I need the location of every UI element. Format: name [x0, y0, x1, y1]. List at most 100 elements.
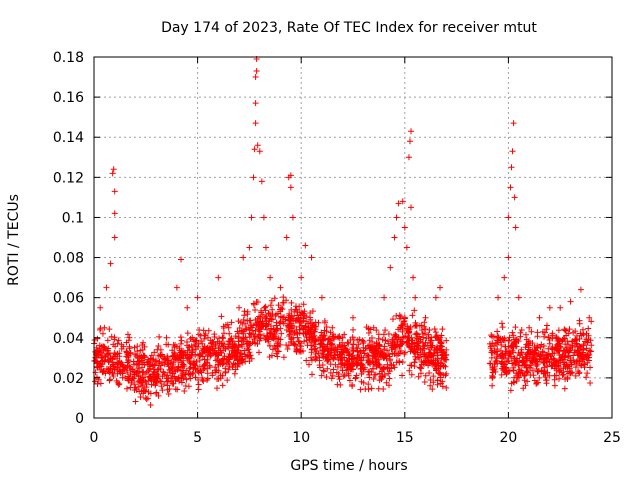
data-point	[493, 348, 500, 355]
data-point	[556, 347, 563, 354]
data-point	[111, 188, 118, 195]
data-point	[386, 357, 393, 364]
data-point	[277, 306, 284, 313]
data-point	[355, 341, 362, 348]
data-point	[324, 356, 331, 363]
data-point	[207, 364, 214, 371]
data-point	[345, 340, 352, 347]
data-point	[195, 386, 202, 393]
data-point	[564, 375, 571, 382]
data-point	[534, 361, 541, 368]
data-point	[507, 344, 514, 351]
data-point	[406, 367, 413, 374]
data-point	[439, 326, 446, 333]
data-point	[434, 352, 441, 359]
data-point	[583, 330, 590, 337]
data-point	[275, 302, 282, 309]
data-point	[521, 373, 528, 380]
data-point	[511, 339, 518, 346]
data-point	[431, 325, 438, 332]
data-point	[327, 369, 334, 376]
data-point	[317, 337, 324, 344]
data-point	[433, 362, 440, 369]
data-point	[563, 361, 570, 368]
data-point	[405, 330, 412, 337]
data-point	[267, 302, 274, 309]
data-point	[557, 367, 564, 374]
data-point	[516, 358, 523, 365]
data-point	[308, 357, 315, 364]
data-point	[275, 348, 282, 355]
data-point	[344, 339, 351, 346]
data-point	[350, 326, 357, 333]
data-point	[548, 345, 555, 352]
data-point	[391, 351, 398, 358]
data-point	[319, 353, 326, 360]
data-point	[421, 323, 428, 330]
y-axis-ticks: 0 0.02 0.04 0.06 0.08 0.1 0.12 0.14 0.16 0.18	[53, 50, 612, 427]
data-point	[418, 365, 425, 372]
data-point	[257, 331, 264, 338]
data-point	[409, 312, 416, 319]
data-point	[268, 297, 275, 304]
data-point	[369, 355, 376, 362]
data-point	[428, 360, 435, 367]
data-point	[186, 371, 193, 378]
data-point	[164, 372, 171, 379]
data-point	[549, 330, 556, 337]
data-point	[226, 338, 233, 345]
data-point	[157, 346, 164, 353]
data-point	[101, 324, 108, 331]
data-point	[108, 333, 115, 340]
data-point	[161, 355, 168, 362]
data-point	[439, 351, 446, 358]
data-point	[543, 355, 550, 362]
data-point	[316, 362, 323, 369]
data-point	[564, 362, 571, 369]
data-point	[141, 361, 148, 368]
data-point	[181, 387, 188, 394]
data-point	[430, 350, 437, 357]
data-point	[557, 344, 564, 351]
chart-title: Day 174 of 2023, Rate Of TEC Index for r…	[161, 20, 537, 36]
data-point	[561, 385, 568, 392]
data-point	[192, 366, 199, 373]
data-point	[280, 354, 287, 361]
data-point	[541, 329, 548, 336]
data-point	[534, 333, 541, 340]
data-point	[158, 378, 165, 385]
data-point	[561, 335, 568, 342]
data-point	[412, 353, 419, 360]
data-point	[587, 380, 594, 386]
data-point	[515, 338, 522, 345]
data-point	[263, 332, 270, 339]
data-point	[301, 338, 308, 345]
data-point	[132, 398, 139, 405]
data-point	[318, 294, 325, 301]
data-point	[225, 324, 232, 331]
data-point	[253, 299, 260, 306]
data-point	[218, 313, 225, 320]
data-point	[517, 370, 524, 377]
data-point	[524, 367, 531, 374]
data-point	[412, 294, 419, 301]
data-point	[338, 354, 345, 361]
x-tick-label: 5	[193, 430, 202, 446]
data-point	[252, 327, 259, 334]
data-point	[586, 314, 593, 321]
data-point	[572, 343, 579, 350]
data-point	[238, 328, 245, 335]
data-point	[503, 348, 510, 355]
data-point	[551, 382, 558, 389]
data-point	[273, 319, 280, 326]
data-point	[330, 366, 337, 373]
data-point	[163, 334, 170, 341]
data-point	[226, 354, 233, 361]
data-point	[357, 361, 364, 368]
data-point	[278, 330, 285, 337]
data-point	[389, 336, 396, 343]
data-point	[434, 343, 441, 350]
data-point	[267, 325, 274, 332]
data-point	[290, 340, 297, 347]
data-point	[512, 224, 519, 231]
